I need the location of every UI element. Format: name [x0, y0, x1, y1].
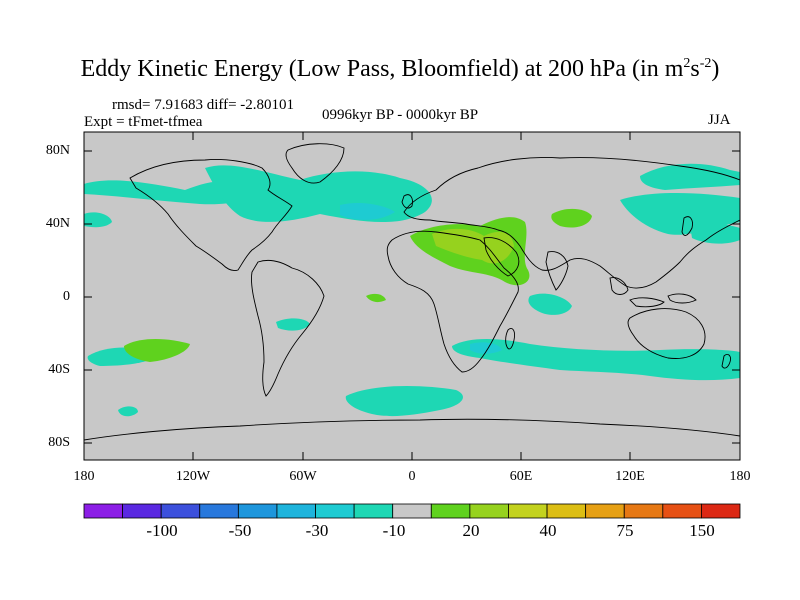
- colorbar-swatch: [585, 503, 625, 519]
- experiment-text: Expt = tFmet-tfmea: [84, 114, 203, 130]
- colorbar-swatch: [662, 503, 702, 519]
- title-main: Eddy Kinetic Energy (Low Pass, Bloomfiel…: [80, 56, 684, 82]
- colorbar-swatch: [122, 503, 162, 519]
- lat-label-80s: 80S: [48, 435, 70, 450]
- lon-label-120w: 120W: [175, 469, 211, 484]
- title-sup1: 2: [683, 56, 691, 71]
- colorbar-swatch: [508, 503, 548, 519]
- lon-label-0: 0: [408, 469, 416, 484]
- colorbar-label: 75: [616, 521, 634, 540]
- anomaly-regions: [84, 163, 740, 417]
- colorbar-swatch: [701, 503, 741, 519]
- anomaly-south-indian-core: [470, 342, 502, 354]
- colorbar-label: -50: [228, 521, 252, 540]
- anomaly-south-atlantic-patch: [276, 318, 310, 331]
- longitude-ticks: [83, 132, 741, 460]
- colorbar-label: -100: [146, 521, 178, 540]
- latitude-ticks: [84, 150, 740, 444]
- anomaly-north-america-band: [84, 180, 250, 205]
- colorbar-swatch: [315, 503, 355, 519]
- lon-label-60w: 60W: [289, 469, 317, 484]
- anomaly-mid-pacific-small: [118, 406, 138, 417]
- colorbar-label: -10: [382, 521, 406, 540]
- colorbar-swatch: [623, 503, 664, 519]
- anomaly-southern-ocean-band: [452, 339, 740, 381]
- anomaly-central-asia-green: [551, 208, 592, 228]
- title-sup2: -2: [699, 56, 712, 71]
- colorbar-swatch: [83, 503, 123, 519]
- colorbar-label: 150: [689, 521, 715, 540]
- lat-label-0: 0: [63, 289, 70, 304]
- colorbar-swatch: [237, 503, 278, 519]
- lat-label-40n: 40N: [45, 216, 70, 231]
- colorbar-swatch: [276, 503, 316, 519]
- title-mid: s: [690, 56, 700, 82]
- colorbar: [83, 503, 741, 519]
- colorbar-label: -30: [305, 521, 329, 540]
- colorbar-swatch: [430, 503, 471, 519]
- title-end: ): [711, 56, 720, 82]
- coastlines: [84, 143, 740, 441]
- colorbar-swatch: [546, 503, 587, 519]
- lon-label-120e: 120E: [615, 469, 645, 484]
- lon-label-180e: 180: [729, 469, 751, 484]
- lon-label-180w: 180: [73, 469, 95, 484]
- colorbar-swatch: [160, 503, 201, 519]
- colorbar-swatch: [392, 503, 432, 519]
- colorbar-swatch: [353, 503, 394, 519]
- colorbar-label: 40: [539, 521, 557, 540]
- colorbar-swatch: [199, 503, 239, 519]
- anomaly-indian-ocean-patch: [528, 293, 572, 315]
- anomaly-arctic-asia: [640, 163, 740, 190]
- plot-title: Eddy Kinetic Energy (Low Pass, Bloomfiel…: [0, 56, 800, 83]
- colorbar-label: 20: [462, 521, 480, 540]
- stats-text: rmsd= 7.91683 diff= -2.80101: [112, 97, 295, 113]
- lat-label-80n: 80N: [45, 143, 70, 158]
- anomaly-south-atlantic-band: [345, 386, 463, 417]
- colorbar-swatch: [469, 503, 509, 519]
- anomaly-south-pacific-green: [124, 339, 190, 362]
- lat-label-40s: 40S: [48, 362, 70, 377]
- season-text: JJA: [708, 112, 731, 128]
- lon-label-60e: 60E: [509, 469, 533, 484]
- period-text: 0996kyr BP - 0000kyr BP: [322, 107, 479, 123]
- anomaly-north-atlantic-core: [340, 202, 395, 220]
- anomaly-equatorial-atlantic: [366, 293, 386, 303]
